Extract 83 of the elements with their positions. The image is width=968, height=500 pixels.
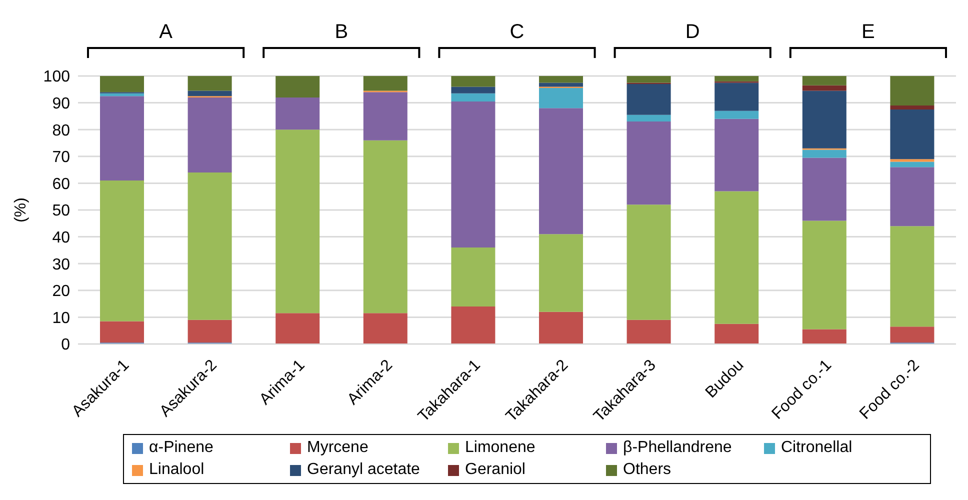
- bar: [100, 180, 144, 322]
- bar: [714, 110, 759, 119]
- bar: [188, 90, 232, 96]
- bar: [539, 82, 583, 87]
- bar: [451, 306, 496, 344]
- bar: [890, 326, 934, 343]
- bar: [802, 85, 846, 91]
- text: A: [159, 21, 174, 43]
- text: D: [685, 21, 700, 43]
- bar: [802, 329, 846, 344]
- bar: [188, 172, 232, 320]
- bar: [100, 76, 144, 92]
- bar: [626, 320, 671, 344]
- bar: [539, 312, 583, 344]
- bar: [626, 122, 671, 205]
- bar: [363, 76, 408, 91]
- y-tick-label: 70: [52, 149, 70, 166]
- bar: [188, 320, 232, 343]
- bar: [363, 313, 408, 344]
- text: B: [334, 21, 348, 43]
- y-tick-label: 60: [52, 176, 70, 193]
- y-tick-label: 100: [43, 68, 70, 86]
- bar: [890, 76, 934, 106]
- bar: [451, 86, 496, 94]
- bar: [276, 130, 320, 314]
- y-tick-label: 40: [52, 229, 70, 246]
- legend-label: Limonene: [465, 439, 536, 457]
- text: C: [510, 21, 524, 43]
- bar: [802, 90, 846, 148]
- bar: [363, 92, 408, 140]
- bar: [539, 234, 583, 312]
- legend-label: Geraniol: [465, 461, 526, 479]
- bar: [539, 76, 583, 83]
- y-axis-title: (%): [12, 198, 30, 222]
- bar: [890, 105, 934, 110]
- bar: [802, 158, 846, 221]
- bar: [276, 313, 320, 344]
- legend-label: Geranyl acetate: [307, 461, 420, 479]
- legend-label: Linalool: [149, 461, 204, 479]
- bar: [451, 248, 496, 306]
- legend-label: α-Pinene: [149, 439, 214, 457]
- bar: [714, 82, 759, 111]
- bar: [626, 204, 671, 320]
- bar: [714, 118, 759, 192]
- bar: [802, 76, 846, 86]
- bar: [626, 76, 671, 83]
- legend-label: Others: [623, 461, 672, 479]
- bar: [451, 93, 496, 102]
- y-tick-label: 30: [52, 256, 70, 274]
- bar: [890, 110, 934, 160]
- bar: [363, 140, 408, 314]
- bar: [276, 76, 320, 98]
- legend-label: β-Phellandrene: [623, 439, 732, 457]
- bar: [890, 226, 934, 327]
- legend-label: Citronellal: [781, 439, 852, 457]
- bar: [100, 96, 144, 181]
- legend-label: Myrcene: [307, 439, 368, 457]
- bar: [802, 150, 846, 158]
- bar: [451, 76, 496, 87]
- y-tick-label: 0: [61, 336, 70, 354]
- y-tick-label: 20: [52, 283, 70, 300]
- bar: [451, 101, 496, 248]
- bar: [626, 114, 671, 122]
- y-tick-label: 10: [52, 310, 70, 327]
- bar: [714, 191, 759, 324]
- bar: [188, 97, 232, 172]
- y-tick-label: 80: [52, 122, 70, 140]
- bar: [100, 93, 144, 96]
- text: E: [862, 21, 875, 43]
- bar: [100, 321, 144, 343]
- bar: [714, 76, 759, 82]
- bar: [539, 108, 583, 234]
- bar: [890, 162, 934, 168]
- y-tick-label: 50: [52, 202, 70, 220]
- bar: [890, 159, 934, 162]
- bar: [626, 84, 671, 115]
- bar: [188, 76, 232, 91]
- bar: [276, 97, 320, 130]
- bar: [802, 220, 846, 330]
- bar: [539, 88, 583, 108]
- y-tick-label: 90: [52, 95, 70, 112]
- bar: [890, 167, 934, 226]
- bar: [714, 324, 759, 344]
